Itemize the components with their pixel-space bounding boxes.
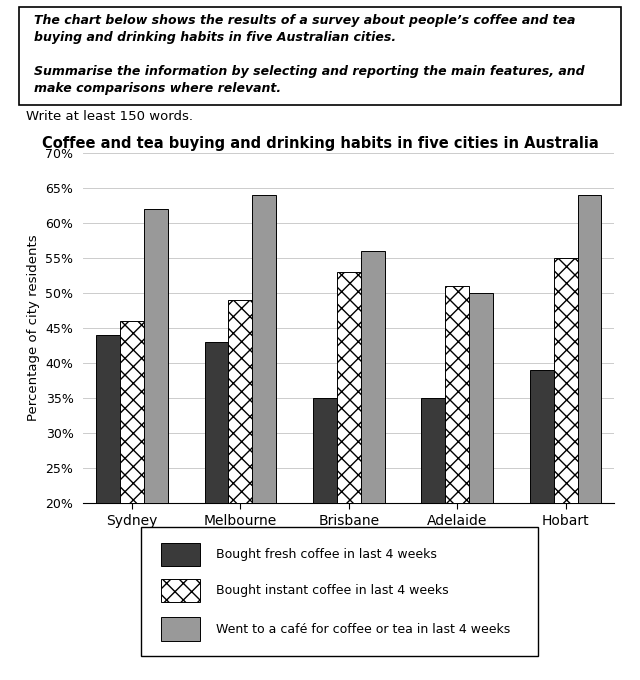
Bar [577,195,602,643]
Bar [361,251,385,643]
Text: Write at least 150 words.: Write at least 150 words. [26,110,193,123]
Bar [252,195,276,643]
Text: Coffee and tea buying and drinking habits in five cities in Australia: Coffee and tea buying and drinking habit… [42,136,598,151]
Text: Bought instant coffee in last 4 weeks: Bought instant coffee in last 4 weeks [216,584,449,597]
FancyBboxPatch shape [161,617,200,641]
Y-axis label: Percentage of city residents: Percentage of city residents [27,235,40,422]
Bar [469,293,493,643]
FancyBboxPatch shape [19,7,621,105]
Bar [313,398,337,643]
Bar [554,258,577,643]
FancyBboxPatch shape [161,543,200,566]
Bar [445,286,469,643]
Bar [530,370,554,643]
Bar [144,209,168,643]
Text: Bought fresh coffee in last 4 weeks: Bought fresh coffee in last 4 weeks [216,547,437,560]
Text: The chart below shows the results of a survey about people’s coffee and tea
buyi: The chart below shows the results of a s… [34,14,585,95]
FancyBboxPatch shape [141,527,538,656]
Text: Went to a café for coffee or tea in last 4 weeks: Went to a café for coffee or tea in last… [216,623,511,636]
FancyBboxPatch shape [161,579,200,602]
Bar [421,398,445,643]
Bar [120,321,144,643]
Bar [96,335,120,643]
Bar [205,342,228,643]
Bar [228,300,252,643]
Bar [337,272,361,643]
